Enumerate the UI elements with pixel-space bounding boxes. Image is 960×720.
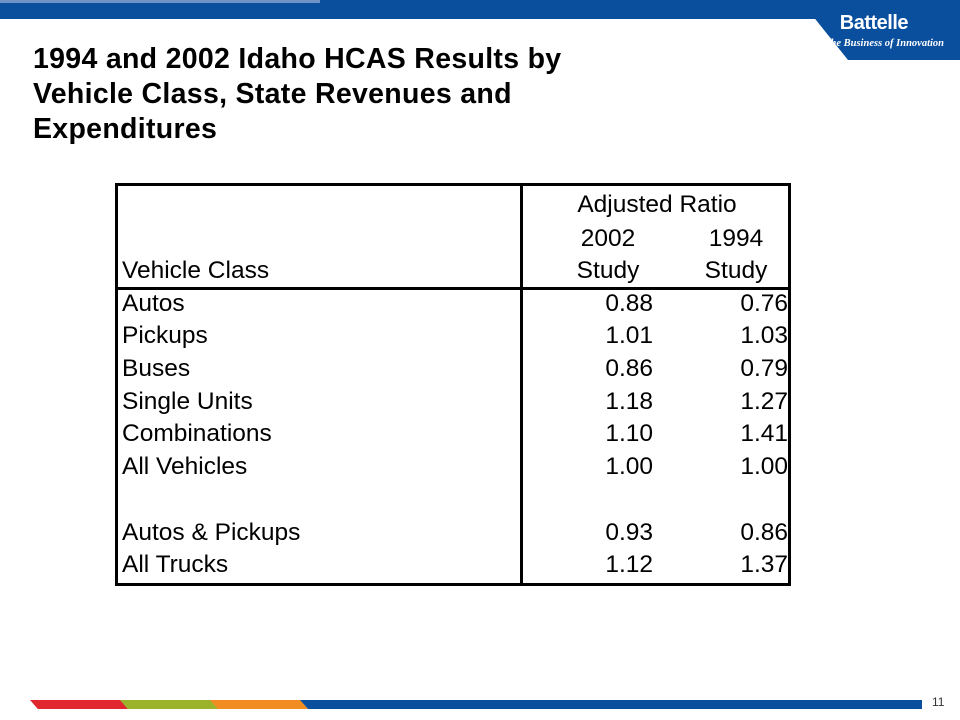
row-vehicle-class: Buses: [122, 355, 191, 382]
row-2002-ratio: 1.18: [605, 388, 653, 415]
row-2002-ratio: 1.01: [605, 322, 653, 349]
row-1994-ratio: 0.79: [740, 355, 788, 382]
page-title: 1994 and 2002 Idaho HCAS Results by Vehi…: [33, 42, 793, 147]
row-1994-ratio: 1.03: [740, 322, 788, 349]
row-vehicle-class: Autos & Pickups: [122, 519, 301, 546]
footer-stripe-blue: [300, 700, 922, 709]
row-2002-ratio: 1.12: [605, 551, 653, 578]
page-number: 11: [932, 695, 945, 709]
header-2002-study: Study: [576, 257, 640, 284]
brand-tagline: The Business of Innovation: [824, 38, 944, 49]
table-row: Buses 0.86 0.79: [118, 355, 788, 387]
row-vehicle-class: All Trucks: [122, 551, 229, 578]
top-banner-accent: [0, 0, 320, 3]
row-2002-ratio: 0.88: [605, 290, 653, 317]
footer-stripe-red: [30, 700, 128, 709]
table-row: Single Units 1.18 1.27: [118, 388, 788, 420]
row-vehicle-class: Pickups: [122, 322, 208, 349]
brand-logo: Battelle: [839, 12, 909, 34]
title-line-2: Vehicle Class, State Revenues and: [33, 78, 512, 110]
table-row: Combinations 1.10 1.41: [118, 420, 788, 452]
row-2002-ratio: 0.86: [605, 355, 653, 382]
header-1994-year: 1994: [708, 225, 764, 252]
header-vehicle-class: Vehicle Class: [122, 257, 270, 284]
table-row: Autos 0.88 0.76: [118, 290, 788, 322]
row-vehicle-class: Single Units: [122, 388, 253, 415]
header-divider: [118, 287, 788, 290]
footer-stripe-green: [120, 700, 218, 709]
footer-stripe-orange: [210, 700, 308, 709]
row-1994-ratio: 1.41: [740, 420, 788, 447]
title-line-1: 1994 and 2002 Idaho HCAS Results by: [33, 43, 562, 75]
header-adjusted-ratio: Adjusted Ratio: [577, 191, 737, 218]
row-1994-ratio: 0.76: [740, 290, 788, 317]
table-row: All Vehicles 1.00 1.00: [118, 453, 788, 485]
table-row: All Trucks 1.12 1.37: [118, 551, 788, 583]
row-1994-ratio: 1.00: [740, 453, 788, 480]
row-1994-ratio: 1.27: [740, 388, 788, 415]
column-divider: [520, 186, 523, 583]
table-row: Pickups 1.01 1.03: [118, 322, 788, 354]
row-vehicle-class: Combinations: [122, 420, 272, 447]
top-banner-bar: [0, 0, 960, 19]
row-2002-ratio: 1.10: [605, 420, 653, 447]
row-2002-ratio: 1.00: [605, 453, 653, 480]
header-2002-year: 2002: [580, 225, 636, 252]
row-vehicle-class: Autos: [122, 290, 185, 317]
row-2002-ratio: 0.93: [605, 519, 653, 546]
row-vehicle-class: All Vehicles: [122, 453, 248, 480]
row-1994-ratio: 1.37: [740, 551, 788, 578]
title-line-3: Expenditures: [33, 113, 218, 145]
results-table: Adjusted Ratio 2002 1994 Study Study Veh…: [115, 183, 791, 586]
row-1994-ratio: 0.86: [740, 519, 788, 546]
header-1994-study: Study: [704, 257, 768, 284]
table-row: Autos & Pickups 0.93 0.86: [118, 519, 788, 551]
